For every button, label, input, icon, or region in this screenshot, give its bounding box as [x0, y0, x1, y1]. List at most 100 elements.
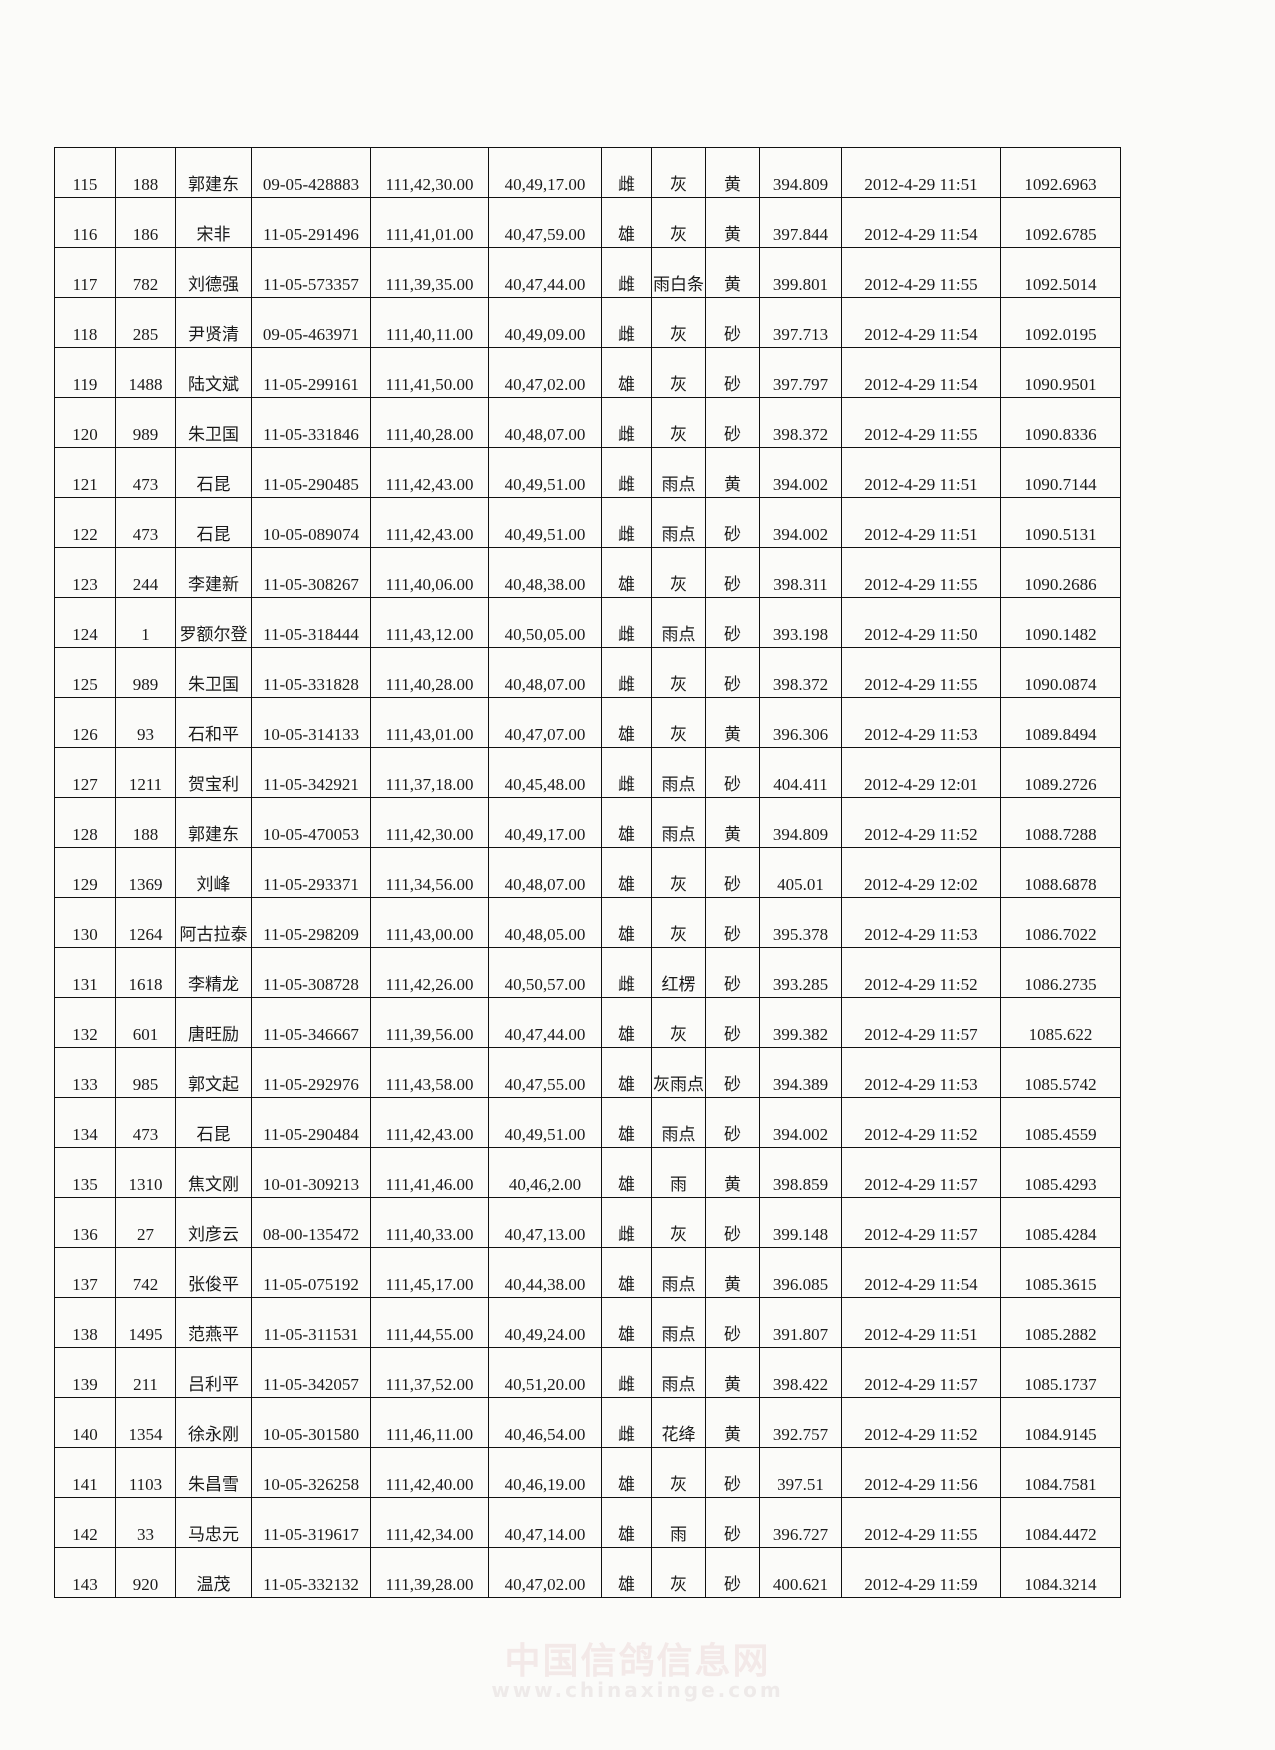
table-cell: 129 — [54, 847, 116, 898]
table-cell: 灰 — [651, 697, 706, 748]
table-cell: 1085.622 — [1000, 997, 1121, 1048]
table-cell: 396.085 — [759, 1247, 842, 1298]
table-cell: 2012-4-29 12:01 — [841, 747, 1001, 798]
table-cell: 雨点 — [651, 797, 706, 848]
table-cell: 601 — [115, 997, 176, 1048]
table-cell: 灰 — [651, 297, 706, 348]
table-cell: 2012-4-29 11:54 — [841, 1247, 1001, 1298]
table-cell: 111,40,06.00 — [370, 547, 489, 598]
table-cell: 1092.0195 — [1000, 297, 1121, 348]
table-cell: 尹贤清 — [175, 297, 252, 348]
table-cell: 砂 — [705, 647, 760, 698]
table-cell: 雄 — [601, 897, 652, 948]
table-cell: 雄 — [601, 697, 652, 748]
table-cell: 394.389 — [759, 1047, 842, 1098]
table-cell: 111,43,00.00 — [370, 897, 489, 948]
table-cell: 121 — [54, 447, 116, 498]
table-cell: 雨点 — [651, 597, 706, 648]
table-cell: 雨点 — [651, 1297, 706, 1348]
table-cell: 石昆 — [175, 497, 252, 548]
table-cell: 唐旺励 — [175, 997, 252, 1048]
table-cell: 刘彦云 — [175, 1197, 252, 1248]
table-cell: 朱卫国 — [175, 647, 252, 698]
table-cell: 111,42,34.00 — [370, 1497, 489, 1548]
table-cell: 花绛 — [651, 1397, 706, 1448]
table-row: 126 93 石和平 10-05-314133 111,43,01.00 40,47,07… — [54, 697, 1121, 748]
table-cell: 393.285 — [759, 947, 842, 998]
table-cell: 1085.3615 — [1000, 1247, 1121, 1298]
table-cell: 灰 — [651, 647, 706, 698]
table-cell: 40,47,13.00 — [488, 1197, 602, 1248]
table-cell: 张俊平 — [175, 1247, 252, 1298]
table-cell: 396.727 — [759, 1497, 842, 1548]
table-cell: 雌 — [601, 1397, 652, 1448]
table-cell: 朱卫国 — [175, 397, 252, 448]
table-cell: 雄 — [601, 1097, 652, 1148]
table-cell: 127 — [54, 747, 116, 798]
results-table: 115 188 郭建东 09-05-428883 111,42,30.00 40,49,1… — [54, 147, 1121, 1598]
table-cell: 111,43,58.00 — [370, 1047, 489, 1098]
table-cell: 2012-4-29 11:59 — [841, 1547, 1001, 1598]
table-cell: 111,46,11.00 — [370, 1397, 489, 1448]
table-cell: 11-05-319617 — [251, 1497, 371, 1548]
table-cell: 黄 — [705, 1347, 760, 1398]
table-cell: 2012-4-29 11:52 — [841, 947, 1001, 998]
table-cell: 40,47,07.00 — [488, 697, 602, 748]
table-cell: 40,49,51.00 — [488, 1097, 602, 1148]
table-cell: 雄 — [601, 797, 652, 848]
table-cell: 雨点 — [651, 1247, 706, 1298]
table-cell: 10-05-470053 — [251, 797, 371, 848]
table-cell: 砂 — [705, 497, 760, 548]
table-cell: 2012-4-29 11:55 — [841, 1497, 1001, 1548]
table-row: 134 473 石昆 11-05-290484 111,42,43.00 40,49,51… — [54, 1097, 1121, 1148]
table-cell: 111,42,43.00 — [370, 447, 489, 498]
table-cell: 132 — [54, 997, 116, 1048]
table-cell: 40,47,02.00 — [488, 347, 602, 398]
table-row: 140 1354 徐永刚 10-05-301580 111,46,11.00 40,46,… — [54, 1397, 1121, 1448]
table-cell: 1084.9145 — [1000, 1397, 1121, 1448]
table-cell: 雨点 — [651, 447, 706, 498]
table-cell: 雌 — [601, 1197, 652, 1248]
table-cell: 1086.2735 — [1000, 947, 1121, 998]
table-cell: 2012-4-29 11:55 — [841, 647, 1001, 698]
table-cell: 116 — [54, 197, 116, 248]
table-cell: 117 — [54, 247, 116, 298]
table-cell: 11-05-298209 — [251, 897, 371, 948]
table-cell: 139 — [54, 1347, 116, 1398]
table-cell: 398.422 — [759, 1347, 842, 1398]
table-cell: 砂 — [705, 897, 760, 948]
table-cell: 394.809 — [759, 147, 842, 198]
table-cell: 399.382 — [759, 997, 842, 1048]
table-cell: 2012-4-29 11:52 — [841, 1397, 1001, 1448]
table-cell: 40,49,17.00 — [488, 797, 602, 848]
table-cell: 1090.0874 — [1000, 647, 1121, 698]
table-cell: 111,43,01.00 — [370, 697, 489, 748]
table-cell: 雄 — [601, 1447, 652, 1498]
table-cell: 雨点 — [651, 1347, 706, 1398]
table-cell: 雄 — [601, 1297, 652, 1348]
table-cell: 398.372 — [759, 647, 842, 698]
table-body: 115 188 郭建东 09-05-428883 111,42,30.00 40,49,1… — [54, 147, 1121, 1598]
table-cell: 11-05-331828 — [251, 647, 371, 698]
table-cell: 砂 — [705, 297, 760, 348]
table-cell: 灰 — [651, 147, 706, 198]
table-cell: 40,49,09.00 — [488, 297, 602, 348]
table-cell: 2012-4-29 11:53 — [841, 897, 1001, 948]
table-row: 116 186 宋非 11-05-291496 111,41,01.00 40,47,59… — [54, 197, 1121, 248]
table-cell: 285 — [115, 297, 176, 348]
table-cell: 雌 — [601, 947, 652, 998]
table-cell: 40,47,44.00 — [488, 997, 602, 1048]
table-cell: 120 — [54, 397, 116, 448]
table-cell: 1090.9501 — [1000, 347, 1121, 398]
table-cell: 雌 — [601, 397, 652, 448]
table-cell: 11-05-342057 — [251, 1347, 371, 1398]
table-cell: 石昆 — [175, 447, 252, 498]
table-cell: 111,40,28.00 — [370, 647, 489, 698]
table-row: 132 601 唐旺励 11-05-346667 111,39,56.00 40,47,4… — [54, 997, 1121, 1048]
table-cell: 砂 — [705, 1547, 760, 1598]
table-cell: 1090.5131 — [1000, 497, 1121, 548]
table-cell: 40,50,57.00 — [488, 947, 602, 998]
table-cell: 刘峰 — [175, 847, 252, 898]
table-cell: 2012-4-29 11:51 — [841, 497, 1001, 548]
table-cell: 395.378 — [759, 897, 842, 948]
